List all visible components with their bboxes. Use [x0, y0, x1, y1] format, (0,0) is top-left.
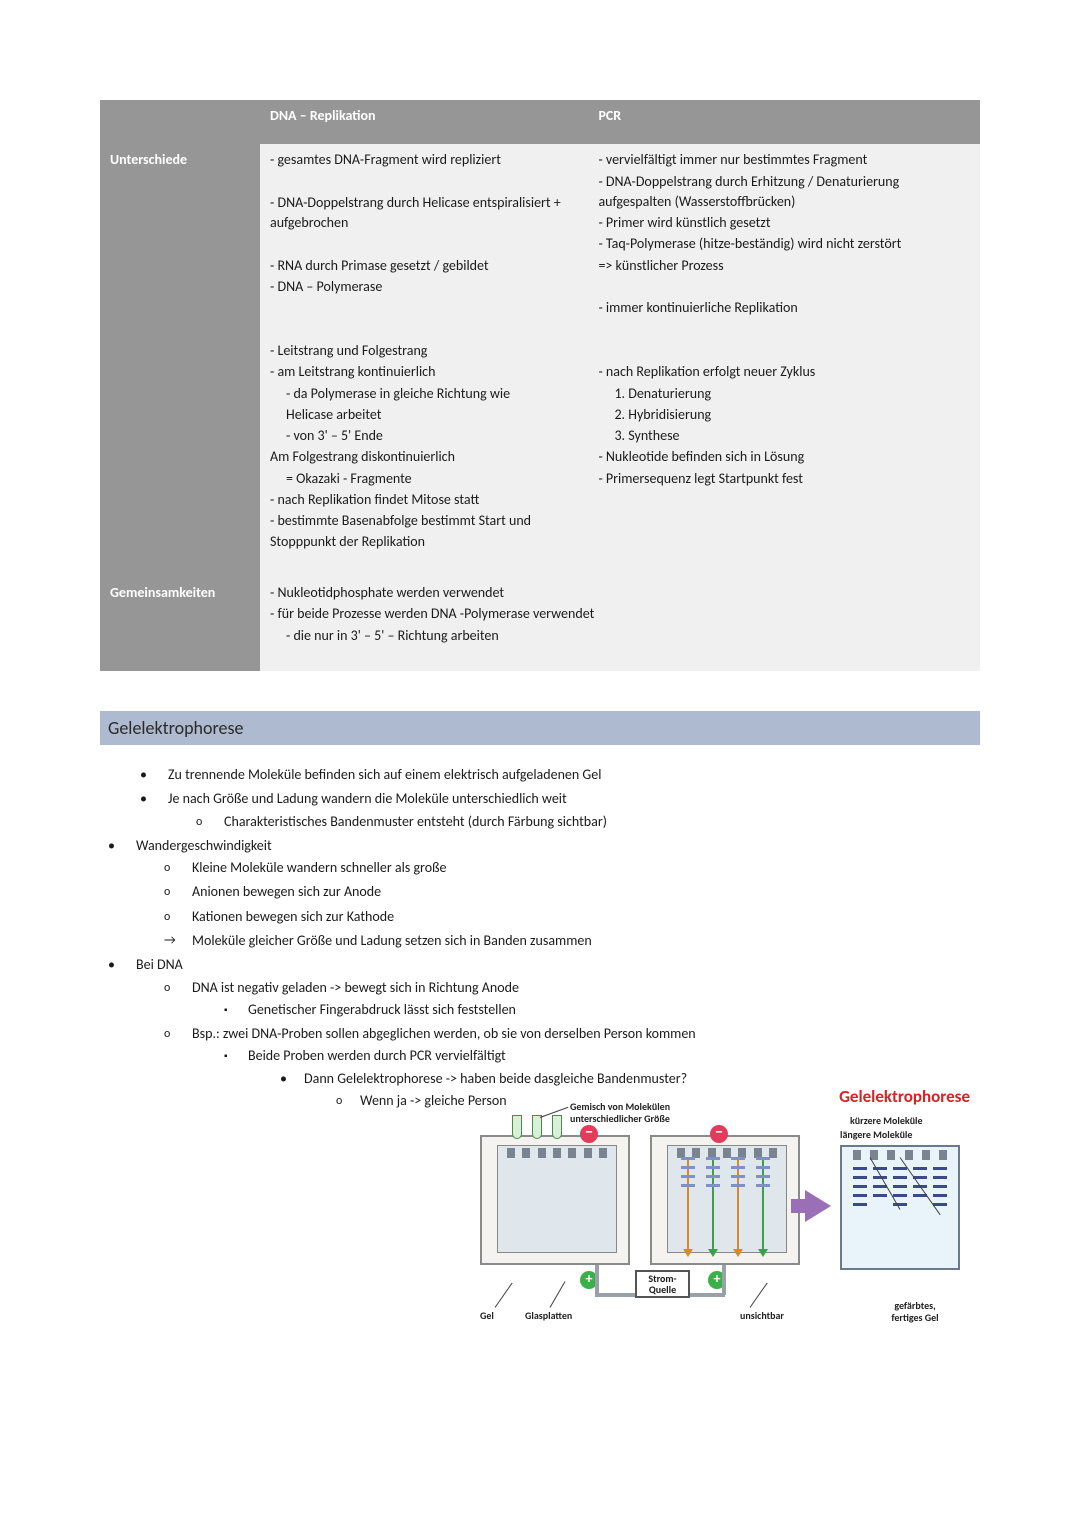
- text: Anionen bewegen sich zur Anode: [192, 883, 381, 900]
- list-item: Anionen bewegen sich zur Anode: [156, 882, 980, 902]
- header-blank: [100, 100, 260, 144]
- text: Dann Gelelektrophorese -> haben beide da…: [304, 1070, 687, 1087]
- line: - nach Replikation erfolgt neuer Zyklus: [598, 362, 970, 382]
- label-long: längere Moleküle: [840, 1129, 912, 1141]
- list-item: Kleine Moleküle wandern schneller als gr…: [156, 858, 980, 878]
- header-pcr: PCR: [588, 100, 980, 144]
- list-item: Zu trennende Moleküle befinden sich auf …: [132, 765, 980, 785]
- label-result: gefärbtes,fertiges Gel: [870, 1300, 960, 1323]
- label-gel: Gel: [480, 1310, 494, 1322]
- text: Genetischer Fingerabdruck lässt sich fes…: [248, 1001, 516, 1018]
- line: => künstlicher Prozess: [598, 256, 970, 276]
- line: - Primersequenz legt Startpunkt fest: [598, 469, 970, 489]
- header-dna: DNA – Replikation: [260, 100, 588, 144]
- line: Helicase arbeitet: [270, 405, 578, 425]
- cable-icon: [595, 1293, 640, 1297]
- cable-icon: [595, 1265, 599, 1295]
- line: - Nukleotide befinden sich in Lösung: [598, 447, 970, 467]
- strom-quelle-label: Strom-Quelle: [635, 1270, 690, 1298]
- line: 1. Denaturierung: [598, 384, 970, 404]
- row-gemeinsamkeiten: Gemeinsamkeiten - Nukleotidphosphate wer…: [100, 577, 980, 671]
- cell-dna-diff: - gesamtes DNA-Fragment wird repliziert …: [260, 144, 588, 577]
- line: - für beide Prozesse werden DNA -Polymer…: [270, 604, 970, 624]
- line: 3. Synthese: [598, 426, 970, 446]
- line: - RNA durch Primase gesetzt / gebildet: [270, 256, 578, 276]
- lead-line-icon: [750, 1283, 768, 1308]
- line: - Nukleotidphosphate werden verwendet: [270, 583, 970, 603]
- list-item-arrow: Moleküle gleicher Größe und Ladung setze…: [156, 931, 980, 951]
- text: Je nach Größe und Ladung wandern die Mol…: [168, 790, 567, 807]
- list-item: Je nach Größe und Ladung wandern die Mol…: [132, 789, 980, 832]
- line: Am Folgestrang diskontinuierlich: [270, 447, 578, 467]
- tube-icon: [512, 1115, 522, 1139]
- cell-common: - Nukleotidphosphate werden verwendet - …: [260, 577, 980, 671]
- line: - immer kontinuierliche Replikation: [598, 298, 970, 318]
- line: - DNA-Doppelstrang durch Helicase entspi…: [270, 193, 578, 234]
- list-item: Charakteristisches Bandenmuster entsteht…: [188, 812, 980, 832]
- line: - Taq-Polymerase (hitze-beständig) wird …: [598, 234, 970, 254]
- line: = Okazaki - Fragmente: [270, 469, 578, 489]
- text: Zu trennende Moleküle befinden sich auf …: [168, 766, 601, 783]
- text: DNA ist negativ geladen -> bewegt sich i…: [192, 979, 519, 996]
- row-label-gemeinsamkeiten: Gemeinsamkeiten: [100, 577, 260, 671]
- text: Bei DNA: [136, 956, 183, 973]
- gelelektrophorese-diagram: Gelelektrophorese − + − + Strom-Quelle: [440, 1085, 980, 1325]
- diagram-title: Gelelektrophorese: [839, 1085, 970, 1110]
- list-item: Kationen bewegen sich zur Kathode: [156, 907, 980, 927]
- line: - von 3' – 5' Ende: [270, 426, 578, 446]
- row-unterschiede: Unterschiede - gesamtes DNA-Fragment wir…: [100, 144, 980, 577]
- text: Bsp.: zwei DNA-Proben sollen abgeglichen…: [192, 1025, 696, 1042]
- text: Moleküle gleicher Größe und Ladung setze…: [192, 932, 592, 949]
- chamber-left: [480, 1135, 630, 1265]
- line: - Leitstrang und Folgestrang: [270, 341, 578, 361]
- line: - am Leitstrang kontinuierlich: [270, 362, 578, 382]
- glassplate-icon: [497, 1145, 617, 1253]
- line: - nach Replikation findet Mitose statt: [270, 490, 578, 510]
- chamber-right: [650, 1135, 800, 1265]
- text: Kationen bewegen sich zur Kathode: [192, 908, 394, 925]
- label-unsichtbar: unsichtbar: [740, 1310, 784, 1322]
- line: 2. Hybridisierung: [598, 405, 970, 425]
- text: Wandergeschwindigkeit: [136, 837, 272, 854]
- list-item: Genetischer Fingerabdruck lässt sich fes…: [216, 1000, 980, 1020]
- list-item: Wandergeschwindigkeit Kleine Moleküle wa…: [100, 836, 980, 951]
- line: - gesamtes DNA-Fragment wird repliziert: [270, 150, 578, 170]
- label-short: kürzere Moleküle: [850, 1115, 923, 1127]
- line: - Primer wird künstlich gesetzt: [598, 213, 970, 233]
- line: - bestimmte Basenabfolge bestimmt Start …: [270, 511, 578, 552]
- lead-line-icon: [495, 1283, 513, 1308]
- line: - die nur in 3' – 5' – Richtung arbeiten: [270, 626, 970, 646]
- text: Beide Proben werden durch PCR vervielfäl…: [248, 1047, 506, 1064]
- text: Charakteristisches Bandenmuster entsteht…: [224, 813, 607, 830]
- section-heading-gelelektrophorese: Gelelektrophorese: [100, 711, 980, 745]
- arrow-right-icon: [805, 1190, 831, 1222]
- label-glass: Glasplatten: [525, 1310, 572, 1322]
- table-header-row: DNA – Replikation PCR: [100, 100, 980, 144]
- line: - DNA – Polymerase: [270, 277, 578, 297]
- row-label-unterschiede: Unterschiede: [100, 144, 260, 577]
- line: - DNA-Doppelstrang durch Erhitzung / Den…: [598, 172, 970, 213]
- line: - vervielfältigt immer nur bestimmtes Fr…: [598, 150, 970, 170]
- cable-icon: [722, 1265, 726, 1295]
- tube-icon: [532, 1115, 542, 1139]
- line: - da Polymerase in gleiche Richtung wie: [270, 384, 578, 404]
- lead-line-icon: [550, 1282, 566, 1308]
- tube-icon: [552, 1115, 562, 1139]
- cell-pcr-diff: - vervielfältigt immer nur bestimmtes Fr…: [588, 144, 980, 577]
- list-item: DNA ist negativ geladen -> bewegt sich i…: [156, 978, 980, 1021]
- bullet-list: Wandergeschwindigkeit Kleine Moleküle wa…: [100, 836, 980, 1112]
- text: Kleine Moleküle wandern schneller als gr…: [192, 859, 446, 876]
- label-mix: Gemisch von Molekülenunterschiedlicher G…: [570, 1101, 730, 1124]
- comparison-table: DNA – Replikation PCR Unterschiede - ges…: [100, 100, 980, 671]
- bullet-list: Zu trennende Moleküle befinden sich auf …: [132, 765, 980, 832]
- cable-icon: [690, 1293, 725, 1297]
